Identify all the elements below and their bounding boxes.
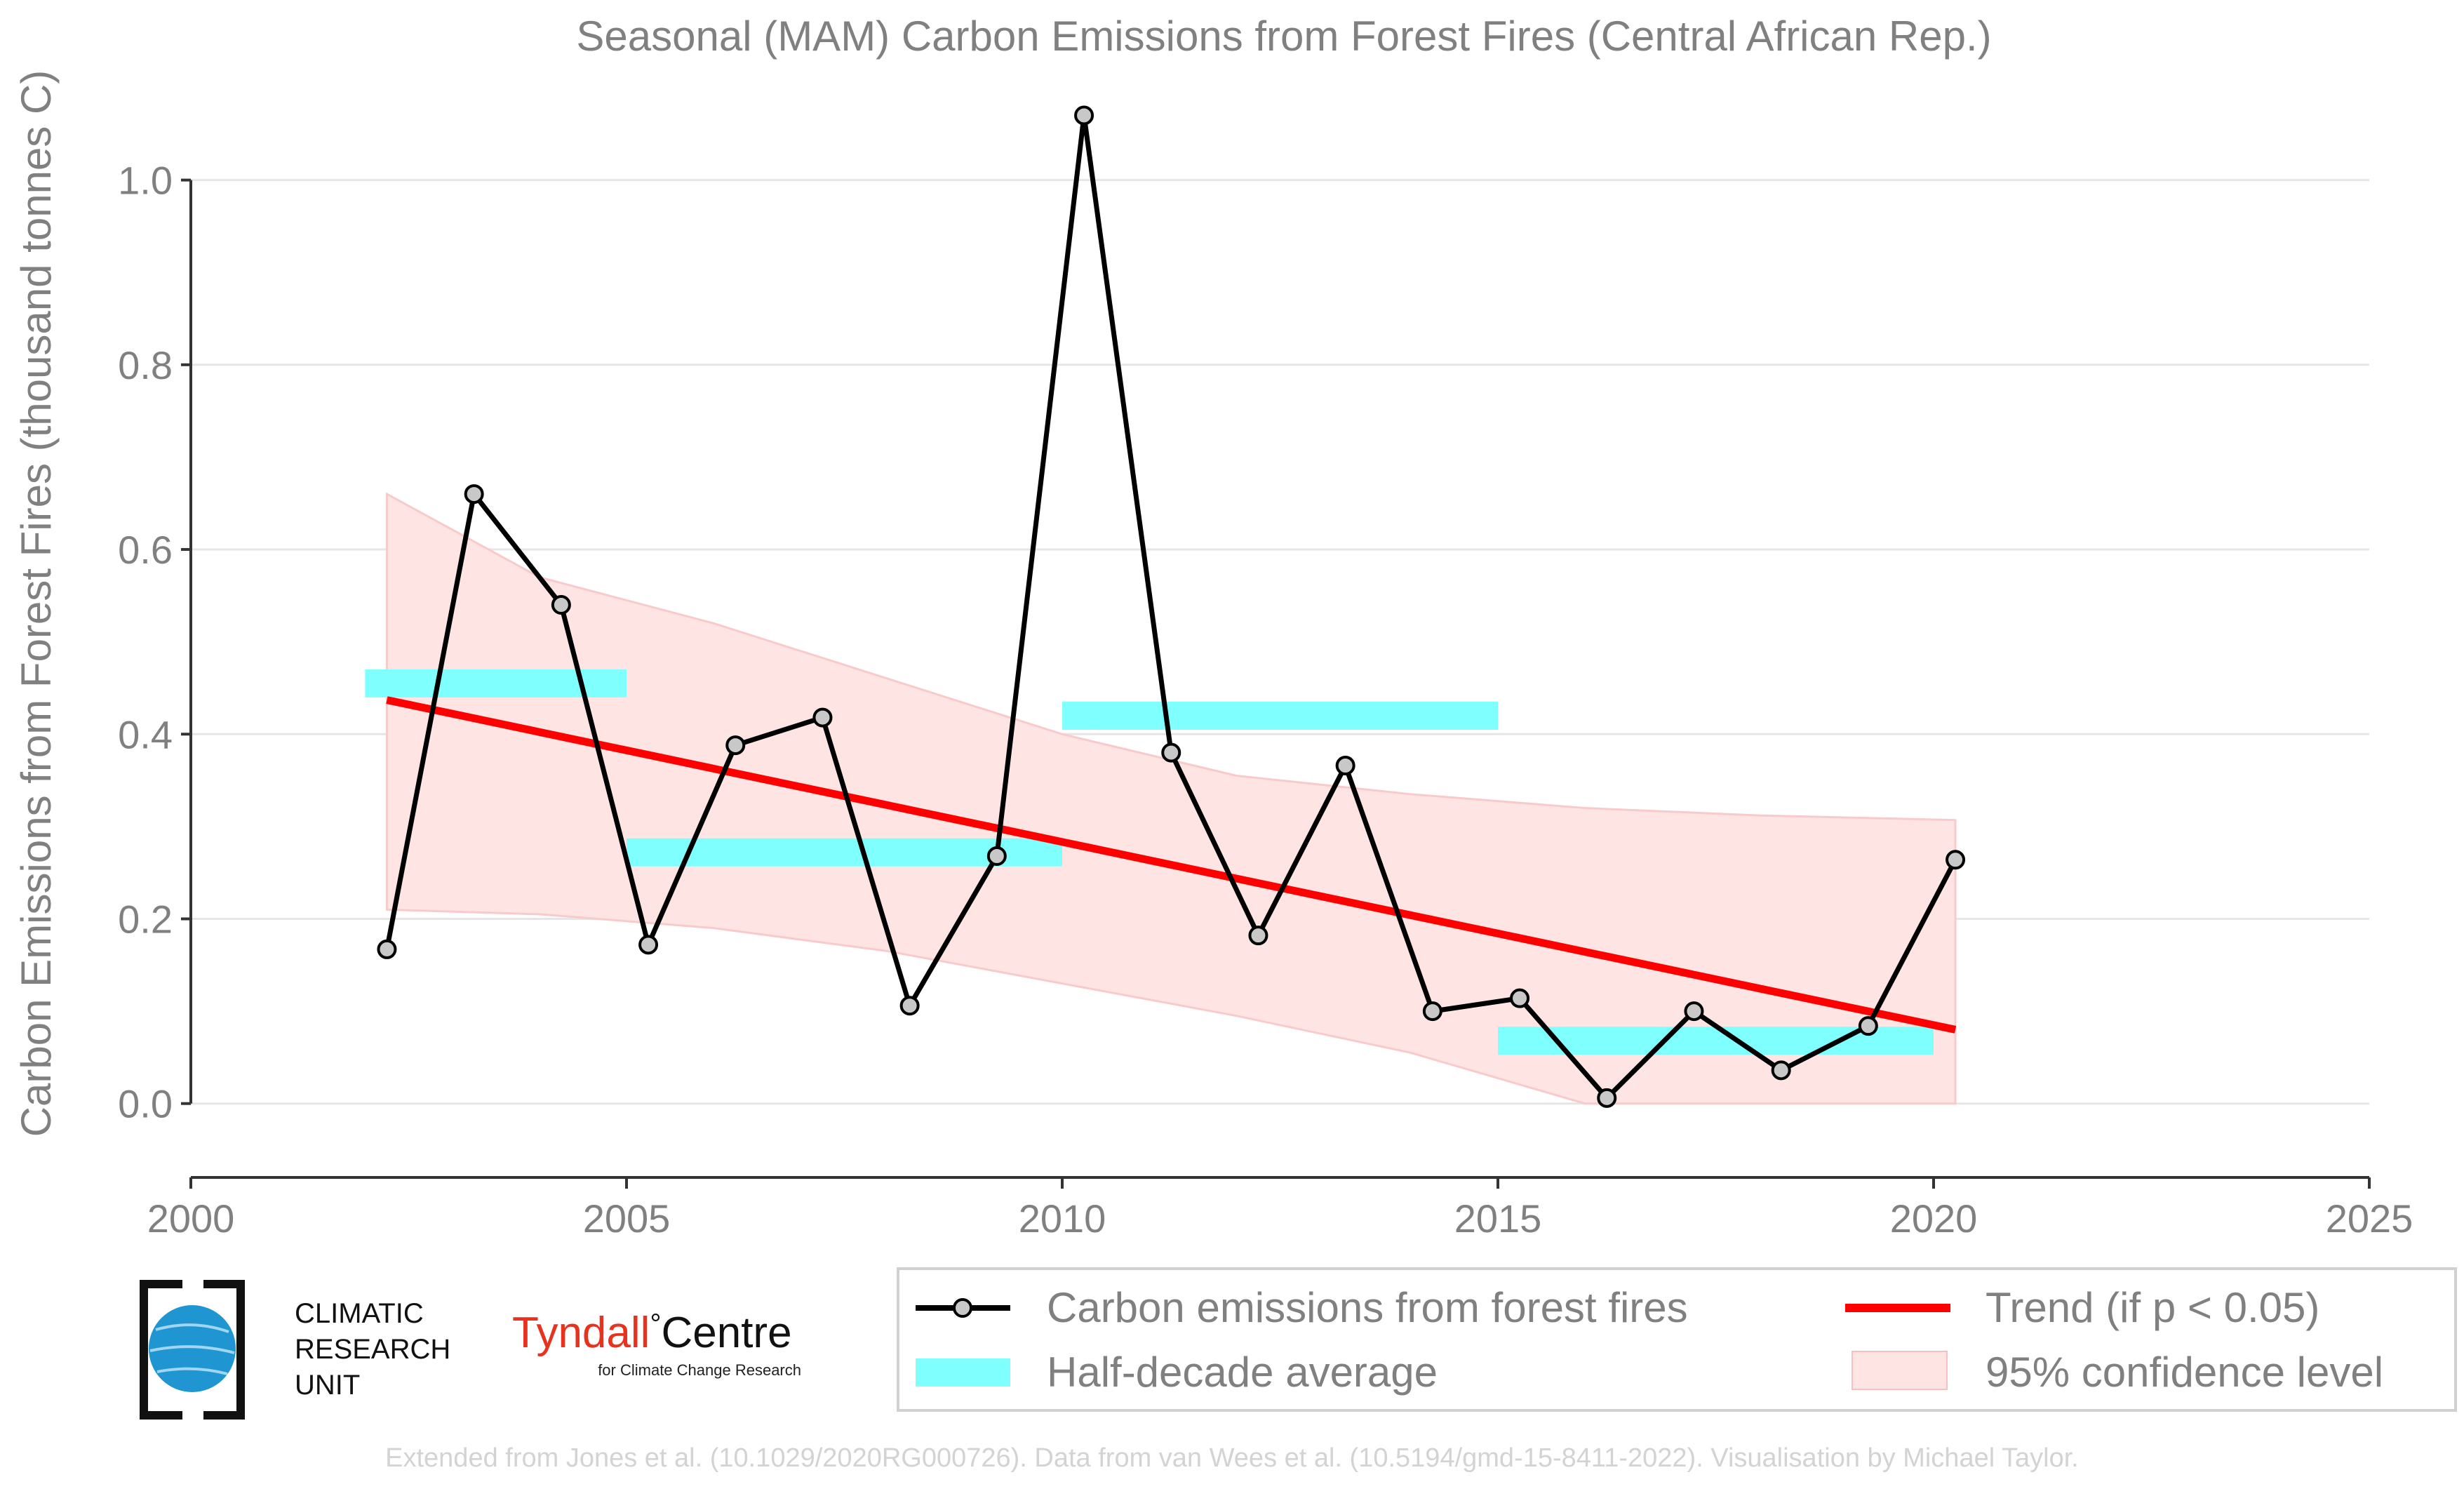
data-point (1597, 1088, 1617, 1108)
chart-title: Seasonal (MAM) Carbon Emissions from For… (576, 13, 1991, 60)
x-tick-label: 2020 (1890, 1196, 1978, 1241)
data-point (464, 484, 484, 505)
data-point (377, 939, 397, 959)
x-tick-label: 2000 (147, 1196, 235, 1241)
data-point (638, 935, 659, 955)
data-point (1771, 1060, 1791, 1081)
data-point (1248, 926, 1268, 946)
data-point (1422, 1001, 1442, 1022)
legend-label-half-decade: Half-decade average (1047, 1349, 1438, 1396)
cru-line-1: CLIMATIC (295, 1298, 424, 1329)
legend-label-trend: Trend (if p < 0.05) (1986, 1284, 2319, 1331)
legend-confidence-swatch (1852, 1351, 1948, 1390)
emissions-series (377, 105, 1966, 1108)
cru-line-3: UNIT (295, 1370, 360, 1401)
y-tick-label: 0.0 (118, 1082, 173, 1126)
half-decade-bar (1062, 701, 1498, 730)
y-axis-label: Carbon Emissions from Forest Fires (thou… (13, 70, 60, 1137)
cru-line-2: RESEARCH (295, 1334, 450, 1365)
tyndall-name: Tyndall°Centre (512, 1309, 792, 1357)
axes: 0.0 0.2 0.4 0.6 0.8 1.0 2000 2005 2010 2015 2020 20… (118, 159, 2413, 1241)
legend-box (897, 1267, 2457, 1412)
confidence-band (385, 492, 1957, 1105)
data-point (986, 846, 1007, 866)
y-tick-label: 0.4 (118, 712, 173, 756)
data-point (1684, 1001, 1704, 1022)
cru-logo: CLIMATIC RESEARCH UNIT (140, 1280, 450, 1420)
legend-marker-icon (953, 1298, 972, 1318)
data-point (725, 735, 746, 756)
data-point (1161, 742, 1181, 763)
data-point (1074, 105, 1094, 126)
trend-segment (386, 696, 1957, 1034)
legend-half-decade-swatch (916, 1358, 1010, 1387)
footer-credits: Extended from Jones et al. (10.1029/2020… (385, 1443, 2079, 1473)
x-tick-label: 2025 (2326, 1196, 2413, 1241)
x-tick-label: 2015 (1454, 1196, 1542, 1241)
confidence-band-area (385, 492, 1957, 1105)
data-point (1335, 756, 1355, 776)
cru-bracket-left (140, 1280, 182, 1420)
x-tick-label: 2005 (583, 1196, 671, 1241)
cru-bracket-right (203, 1280, 245, 1420)
half-decade-bar (365, 669, 627, 697)
legend-label-emissions: Carbon emissions from forest fires (1047, 1284, 1688, 1331)
trend-line (386, 696, 1957, 1034)
y-tick-label: 0.8 (118, 343, 173, 387)
y-tick-label: 1.0 (118, 159, 173, 203)
data-point (1858, 1016, 1878, 1036)
half-decade-averages (365, 669, 1934, 1055)
data-point (1946, 850, 1966, 870)
tyndall-subtitle: for Climate Change Research (598, 1361, 801, 1379)
y-tick-label: 0.2 (118, 897, 173, 941)
data-point (812, 707, 833, 728)
data-point (551, 595, 571, 615)
data-point (1510, 988, 1530, 1008)
data-point (899, 996, 920, 1016)
legend: Carbon emissions from forest fires Trend… (897, 1267, 2457, 1412)
y-tick-label: 0.6 (118, 528, 173, 572)
tyndall-logo: Tyndall°Centre for Climate Change Resear… (512, 1309, 801, 1379)
legend-label-confidence: 95% confidence level (1986, 1349, 2383, 1396)
x-tick-label: 2010 (1019, 1196, 1106, 1241)
